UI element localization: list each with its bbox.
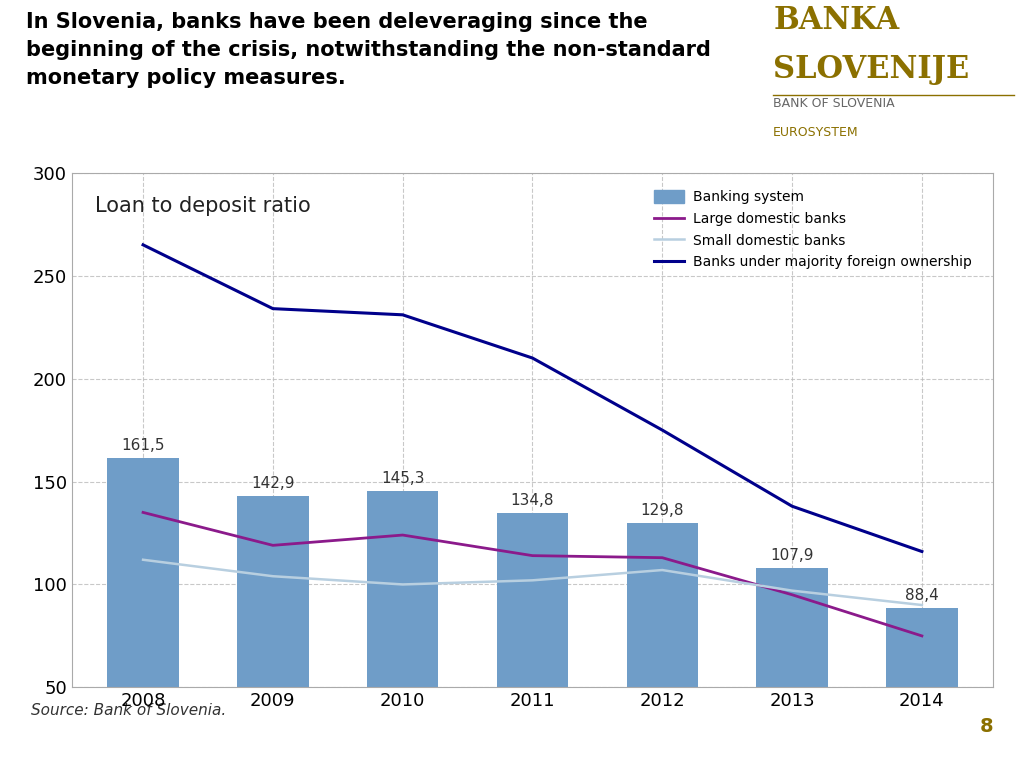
- Text: 129,8: 129,8: [641, 503, 684, 518]
- Bar: [757, 568, 827, 768]
- Bar: [108, 458, 179, 768]
- Text: 161,5: 161,5: [121, 438, 165, 452]
- Text: 142,9: 142,9: [251, 476, 295, 491]
- Text: 145,3: 145,3: [381, 471, 424, 486]
- Text: Loan to deposit ratio: Loan to deposit ratio: [94, 196, 310, 216]
- Bar: [238, 496, 308, 768]
- Bar: [367, 492, 438, 768]
- Text: 8: 8: [980, 717, 993, 736]
- Text: SLOVENIJE: SLOVENIJE: [773, 54, 970, 84]
- Legend: Banking system, Large domestic banks, Small domestic banks, Banks under majority: Banking system, Large domestic banks, Sm…: [648, 185, 977, 275]
- Text: 107,9: 107,9: [770, 548, 814, 563]
- Text: BANK OF SLOVENIA: BANK OF SLOVENIA: [773, 97, 895, 110]
- Text: In Slovenia, banks have been deleveraging since the
beginning of the crisis, not: In Slovenia, banks have been deleveragin…: [26, 12, 711, 88]
- Bar: [497, 513, 568, 768]
- Bar: [886, 608, 957, 768]
- Text: 88,4: 88,4: [905, 588, 939, 603]
- Text: Source: Bank of Slovenia.: Source: Bank of Slovenia.: [31, 703, 226, 718]
- Text: BANKA: BANKA: [773, 5, 899, 35]
- Text: 134,8: 134,8: [511, 493, 554, 508]
- Text: EUROSYSTEM: EUROSYSTEM: [773, 126, 859, 139]
- Bar: [627, 523, 698, 768]
